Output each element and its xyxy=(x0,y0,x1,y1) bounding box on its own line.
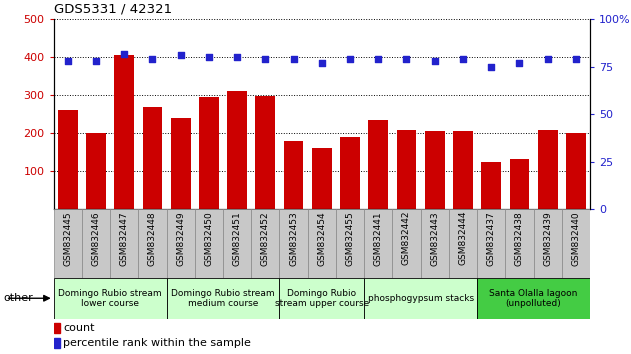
Bar xyxy=(308,209,336,278)
Bar xyxy=(477,209,505,278)
Bar xyxy=(143,107,162,209)
Text: GSM832439: GSM832439 xyxy=(543,211,552,266)
Bar xyxy=(364,209,392,278)
Bar xyxy=(538,130,558,209)
Text: percentile rank within the sample: percentile rank within the sample xyxy=(63,338,251,348)
Text: count: count xyxy=(63,323,95,333)
Text: Domingo Rubio stream
medium course: Domingo Rubio stream medium course xyxy=(171,289,275,308)
Point xyxy=(317,60,327,66)
Text: GSM832449: GSM832449 xyxy=(176,211,185,266)
Point xyxy=(543,56,553,62)
Bar xyxy=(86,133,106,209)
Bar xyxy=(167,278,280,319)
Point xyxy=(458,56,468,62)
Point xyxy=(62,58,73,64)
Point xyxy=(288,56,298,62)
Bar xyxy=(364,278,477,319)
Text: GSM832437: GSM832437 xyxy=(487,211,496,266)
Text: GSM832446: GSM832446 xyxy=(91,211,100,266)
Text: GDS5331 / 42321: GDS5331 / 42321 xyxy=(54,3,172,16)
Bar xyxy=(280,278,364,319)
Text: GSM832440: GSM832440 xyxy=(572,211,581,266)
Bar xyxy=(251,209,280,278)
Text: other: other xyxy=(3,293,33,303)
Point xyxy=(261,56,271,62)
Point xyxy=(373,56,383,62)
Text: GSM832438: GSM832438 xyxy=(515,211,524,266)
Text: Domingo Rubio
stream upper course: Domingo Rubio stream upper course xyxy=(274,289,369,308)
Bar xyxy=(54,338,60,348)
Point xyxy=(514,60,524,66)
Point xyxy=(175,53,186,58)
Point xyxy=(148,56,158,62)
Bar xyxy=(340,137,360,209)
Bar xyxy=(421,209,449,278)
Bar xyxy=(477,278,590,319)
Bar xyxy=(227,91,247,209)
Point xyxy=(401,56,411,62)
Text: GSM832441: GSM832441 xyxy=(374,211,383,266)
Bar xyxy=(425,131,445,209)
Text: GSM832455: GSM832455 xyxy=(346,211,355,266)
Bar xyxy=(336,209,364,278)
Text: GSM832454: GSM832454 xyxy=(317,211,326,266)
Bar xyxy=(453,131,473,209)
Bar xyxy=(110,209,138,278)
Point xyxy=(119,51,129,56)
Text: GSM832444: GSM832444 xyxy=(459,211,468,266)
Bar xyxy=(54,323,60,333)
Bar xyxy=(138,209,167,278)
Bar xyxy=(312,148,332,209)
Bar xyxy=(449,209,477,278)
Bar xyxy=(481,161,501,209)
Bar xyxy=(256,96,275,209)
Text: GSM832447: GSM832447 xyxy=(120,211,129,266)
Point xyxy=(430,58,440,64)
Text: GSM832445: GSM832445 xyxy=(63,211,72,266)
Bar xyxy=(510,159,529,209)
Text: GSM832451: GSM832451 xyxy=(233,211,242,266)
Bar xyxy=(171,118,191,209)
Text: GSM832442: GSM832442 xyxy=(402,211,411,266)
Point xyxy=(486,64,496,70)
Bar xyxy=(562,209,590,278)
Point xyxy=(345,56,355,62)
Text: GSM832443: GSM832443 xyxy=(430,211,439,266)
Bar xyxy=(392,209,421,278)
Bar xyxy=(505,209,534,278)
Bar xyxy=(54,209,82,278)
Bar xyxy=(223,209,251,278)
Bar xyxy=(167,209,195,278)
Text: Domingo Rubio stream
lower course: Domingo Rubio stream lower course xyxy=(58,289,162,308)
Point xyxy=(232,55,242,60)
Text: GSM832448: GSM832448 xyxy=(148,211,157,266)
Bar xyxy=(114,56,134,209)
Point xyxy=(204,55,214,60)
Bar xyxy=(284,142,304,209)
Text: phosphogypsum stacks: phosphogypsum stacks xyxy=(367,294,474,303)
Bar xyxy=(369,120,388,209)
Bar xyxy=(82,209,110,278)
Text: GSM832453: GSM832453 xyxy=(289,211,298,266)
Bar xyxy=(280,209,308,278)
Bar xyxy=(195,209,223,278)
Text: Santa Olalla lagoon
(unpolluted): Santa Olalla lagoon (unpolluted) xyxy=(489,289,578,308)
Point xyxy=(91,58,101,64)
Bar xyxy=(566,133,586,209)
Bar xyxy=(58,110,78,209)
Bar xyxy=(397,130,416,209)
Text: GSM832452: GSM832452 xyxy=(261,211,270,266)
Bar xyxy=(534,209,562,278)
Point xyxy=(571,56,581,62)
Bar xyxy=(54,278,167,319)
Text: GSM832450: GSM832450 xyxy=(204,211,213,266)
Bar xyxy=(199,97,219,209)
